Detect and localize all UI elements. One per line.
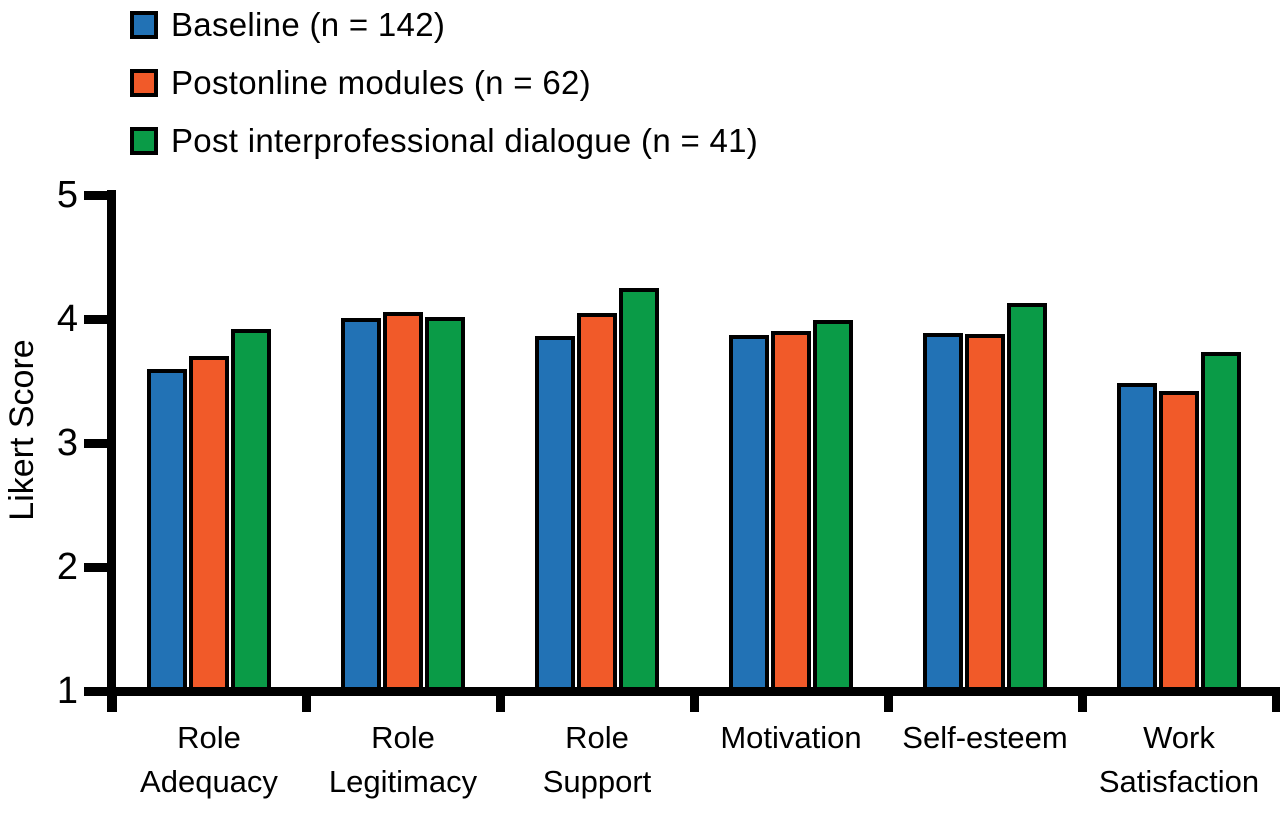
bar-postonline-modules-role-support — [577, 313, 617, 691]
bar-postonline-modules-work-satisfaction — [1159, 391, 1199, 691]
legend-label: Baseline (n = 142) — [171, 6, 446, 43]
category-label-line: Motivation — [720, 720, 862, 755]
category-label-line: Legitimacy — [328, 764, 478, 799]
x-tick-mark — [302, 687, 311, 712]
bar-postonline-modules-self-esteem — [965, 334, 1005, 691]
category-label-line: Adequacy — [140, 764, 278, 799]
y-tick-label: 3 — [56, 422, 78, 464]
y-tick-mark — [84, 191, 111, 200]
legend-item-post-interprofessional-dialogue: Post interprofessional dialogue (n = 41) — [130, 124, 758, 158]
bar-postonline-modules-role-adequacy — [189, 356, 229, 691]
x-axis-line — [86, 687, 1279, 696]
legend: Baseline (n = 142) Postonline modules (n … — [130, 8, 758, 182]
category-label-work-satisfaction: Work Satisfaction — [1082, 716, 1276, 804]
legend-swatch — [130, 11, 158, 39]
bar-post-interprofessional-dialogue-role-legitimacy — [425, 317, 465, 691]
y-axis-line — [107, 190, 116, 712]
bar-baseline-motivation — [729, 335, 769, 691]
bar-post-interprofessional-dialogue-motivation — [813, 320, 853, 691]
y-tick-label: 1 — [56, 670, 78, 712]
category-label-line: Satisfaction — [1098, 764, 1260, 799]
y-tick-label: 4 — [56, 298, 78, 340]
bar-post-interprofessional-dialogue-self-esteem — [1007, 303, 1047, 691]
y-tick-label: 2 — [56, 546, 78, 588]
y-tick-label: 5 — [56, 174, 78, 216]
legend-label: Post interprofessional dialogue (n = 41) — [171, 122, 759, 159]
category-label-role-adequacy: Role Adequacy — [112, 716, 306, 804]
legend-item-baseline: Baseline (n = 142) — [130, 8, 758, 42]
category-label-line: Self-esteem — [902, 720, 1068, 755]
x-tick-mark — [1272, 687, 1280, 712]
bar-postonline-modules-motivation — [771, 331, 811, 691]
category-label-line: Support — [542, 764, 652, 799]
x-tick-mark — [690, 687, 699, 712]
x-tick-mark — [1078, 687, 1087, 712]
category-label-self-esteem: Self-esteem — [888, 716, 1082, 760]
category-label-role-legitimacy: Role Legitimacy — [306, 716, 500, 804]
bar-baseline-self-esteem — [923, 333, 963, 691]
y-tick-mark — [84, 439, 111, 448]
legend-swatch — [130, 127, 158, 155]
bar-post-interprofessional-dialogue-role-adequacy — [231, 329, 271, 691]
bar-baseline-role-support — [535, 336, 575, 691]
legend-label: Postonline modules (n = 62) — [171, 64, 591, 101]
legend-item-postonline-modules: Postonline modules (n = 62) — [130, 66, 758, 100]
x-tick-mark — [108, 687, 117, 712]
bar-baseline-role-legitimacy — [341, 318, 381, 691]
category-label-line: Role — [177, 720, 241, 755]
category-label-line: Role — [565, 720, 629, 755]
category-label-role-support: Role Support — [500, 716, 694, 804]
x-tick-mark — [884, 687, 893, 712]
y-tick-mark — [84, 687, 111, 696]
bar-baseline-work-satisfaction — [1117, 383, 1157, 691]
bar-post-interprofessional-dialogue-work-satisfaction — [1201, 352, 1241, 691]
category-label-line: Role — [371, 720, 435, 755]
y-tick-mark — [84, 563, 111, 572]
bar-postonline-modules-role-legitimacy — [383, 312, 423, 691]
category-label-motivation: Motivation — [694, 716, 888, 760]
y-tick-mark — [84, 315, 111, 324]
bar-baseline-role-adequacy — [147, 369, 187, 691]
legend-swatch — [130, 69, 158, 97]
x-tick-mark — [496, 687, 505, 712]
category-label-line: Work — [1143, 720, 1215, 755]
bar-post-interprofessional-dialogue-role-support — [619, 288, 659, 691]
